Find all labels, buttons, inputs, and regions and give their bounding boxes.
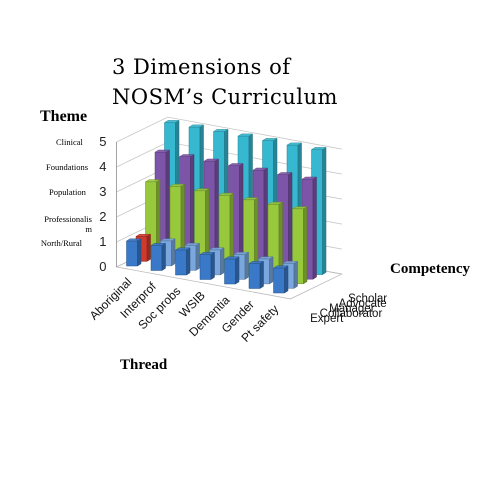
y-tick-label: 5	[99, 134, 106, 149]
x-axis-title: Thread	[120, 357, 168, 373]
y-tick-label: 1	[99, 234, 106, 249]
bar	[125, 238, 142, 267]
bar	[223, 256, 240, 285]
theme-label-professionalism: Professionalism	[44, 214, 92, 234]
bar	[248, 260, 265, 289]
chart-bars	[125, 119, 327, 294]
y-tick-label: 2	[99, 209, 106, 224]
theme-label-north-rural: North/Rural	[40, 238, 82, 248]
theme-label-clinical: Clinical	[56, 137, 83, 147]
theme-label-foundations: Foundations	[46, 162, 89, 172]
bar	[150, 242, 167, 271]
z-axis-title: Competency	[390, 261, 470, 277]
gridline-side	[116, 116, 168, 143]
z-tick-label: Collaborator	[320, 308, 383, 320]
bar	[199, 251, 216, 280]
z-tick-label: Scholar	[348, 293, 387, 305]
y-tick-label: 0	[99, 259, 106, 274]
z-tick-label: Manager	[329, 303, 375, 315]
y-tick-label: 3	[99, 184, 106, 199]
y-tick-label: 4	[99, 159, 106, 174]
y-axis-ticks: 0 1 2 3 4 5	[99, 134, 106, 274]
gridline-side	[116, 141, 168, 168]
theme-label-population: Population	[49, 187, 86, 197]
theme-axis-title: Theme	[40, 108, 88, 125]
gridline	[167, 116, 342, 150]
bar	[174, 247, 191, 276]
chart-title: 3 Dimensions of NOSM’s Curriculum	[112, 55, 338, 109]
z-tick-label: Expert	[310, 313, 344, 325]
z-tick-label: Advocate	[339, 298, 387, 310]
bar	[272, 265, 289, 294]
